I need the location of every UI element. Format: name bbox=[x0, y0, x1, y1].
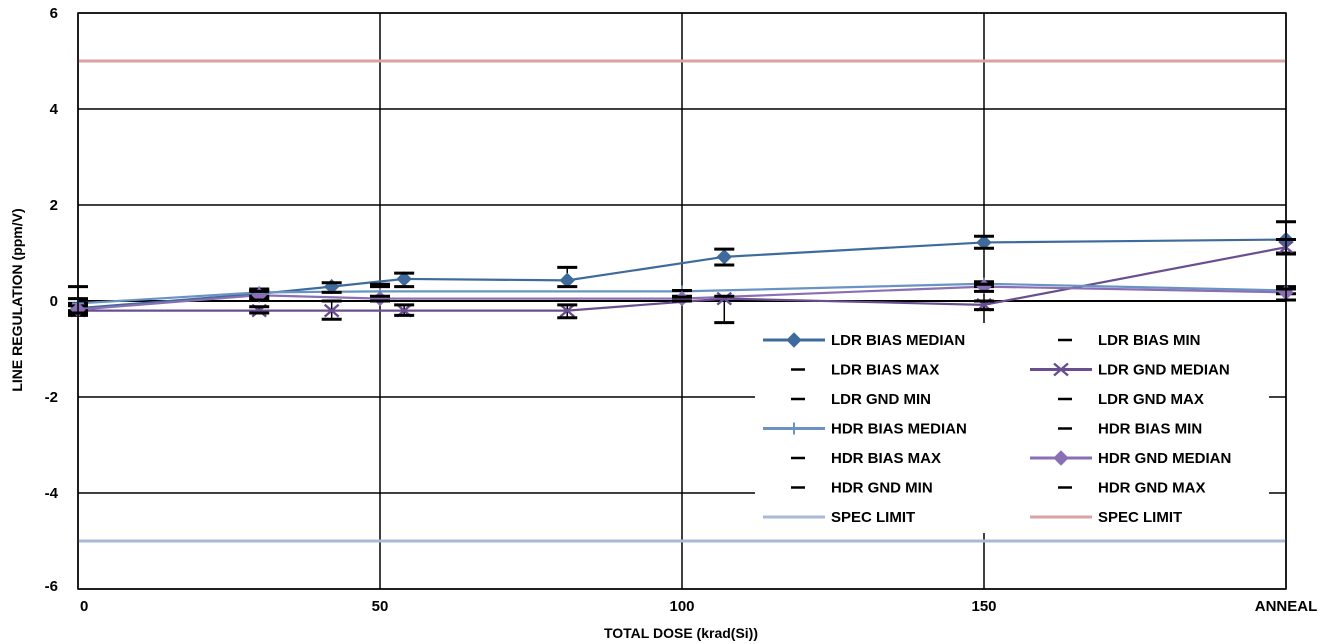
y-tick-label: 6 bbox=[50, 5, 58, 22]
legend-label: SPEC LIMIT bbox=[1098, 509, 1182, 526]
legend-marker bbox=[1053, 450, 1069, 466]
legend-label: LDR GND MIN bbox=[831, 391, 931, 408]
cross-stroke bbox=[559, 303, 576, 318]
data-point bbox=[559, 303, 576, 318]
y-axis-title: LINE REGULATION (ppm/V) bbox=[9, 208, 25, 391]
y-tick-label: -4 bbox=[45, 485, 59, 502]
legend-item: LDR BIAS MEDIAN bbox=[763, 332, 965, 349]
legend-marker bbox=[786, 332, 802, 348]
data-point bbox=[323, 303, 340, 318]
legend-item: HDR GND MIN bbox=[791, 480, 933, 497]
tick-labels: 0 50 100 150 ANNEAL 6 4 2 0 -2 -4 -6 bbox=[45, 5, 1318, 615]
x-tick-label: 150 bbox=[971, 598, 996, 615]
data-point bbox=[716, 291, 733, 306]
legend-label: HDR GND MIN bbox=[831, 480, 933, 497]
legend-item: LDR BIAS MIN bbox=[1058, 332, 1201, 349]
legend-item: HDR BIAS MEDIAN bbox=[763, 421, 967, 438]
legend-label: LDR BIAS MEDIAN bbox=[831, 332, 965, 349]
legend-label: HDR BIAS MEDIAN bbox=[831, 421, 967, 438]
legend-item: SPEC LIMIT bbox=[763, 509, 915, 526]
series-lines bbox=[77, 59, 1287, 543]
cross-stroke bbox=[323, 303, 340, 318]
legend-label: HDR GND MEDIAN bbox=[1098, 450, 1231, 467]
legend-item: LDR BIAS MAX bbox=[791, 362, 939, 379]
legend-item: LDR GND MIN bbox=[791, 391, 931, 408]
series-line bbox=[78, 246, 1287, 312]
legend-label: HDR BIAS MIN bbox=[1098, 421, 1202, 438]
cross-stroke bbox=[1053, 362, 1069, 377]
legend-item: LDR GND MEDIAN bbox=[1030, 362, 1230, 379]
y-tick-label: 4 bbox=[50, 101, 59, 118]
x-axis-title: TOTAL DOSE (krad(Si)) bbox=[604, 625, 758, 641]
y-tick-label: 2 bbox=[50, 197, 58, 214]
legend-item: HDR GND MAX bbox=[1058, 480, 1206, 497]
series-line bbox=[77, 285, 1287, 311]
y-tick-label: 0 bbox=[50, 293, 58, 310]
legend-label: SPEC LIMIT bbox=[831, 509, 915, 526]
x-tick-label: 50 bbox=[372, 598, 389, 615]
x-tick-label: ANNEAL bbox=[1255, 598, 1318, 615]
legend: LDR BIAS MEDIAN LDR BIAS MIN LDR BIAS MAX L… bbox=[755, 323, 1269, 533]
legend-item: LDR GND MAX bbox=[1058, 391, 1204, 408]
legend-marker bbox=[788, 422, 800, 435]
legend-item: HDR GND MEDIAN bbox=[1030, 450, 1231, 467]
plot-frame bbox=[77, 12, 1287, 590]
legend-marker bbox=[1053, 362, 1069, 377]
y-tick-label: -6 bbox=[45, 578, 58, 595]
legend-box bbox=[755, 323, 1269, 533]
series-line bbox=[77, 282, 1287, 305]
legend-label: LDR GND MEDIAN bbox=[1098, 362, 1230, 379]
legend-label: LDR GND MAX bbox=[1098, 391, 1204, 408]
legend-item: HDR BIAS MIN bbox=[1058, 421, 1202, 438]
legend-label: LDR BIAS MIN bbox=[1098, 332, 1201, 349]
legend-item: SPEC LIMIT bbox=[1030, 509, 1182, 526]
legend-label: LDR BIAS MAX bbox=[831, 362, 939, 379]
x-tick-label: 0 bbox=[80, 598, 88, 615]
legend-label: HDR GND MAX bbox=[1098, 480, 1206, 497]
cross-stroke bbox=[716, 291, 733, 306]
legend-item: HDR BIAS MAX bbox=[791, 450, 941, 467]
legend-label: HDR BIAS MAX bbox=[831, 450, 941, 467]
x-tick-label: 100 bbox=[669, 598, 694, 615]
y-tick-label: -2 bbox=[45, 389, 58, 406]
series-markers bbox=[68, 220, 1296, 325]
